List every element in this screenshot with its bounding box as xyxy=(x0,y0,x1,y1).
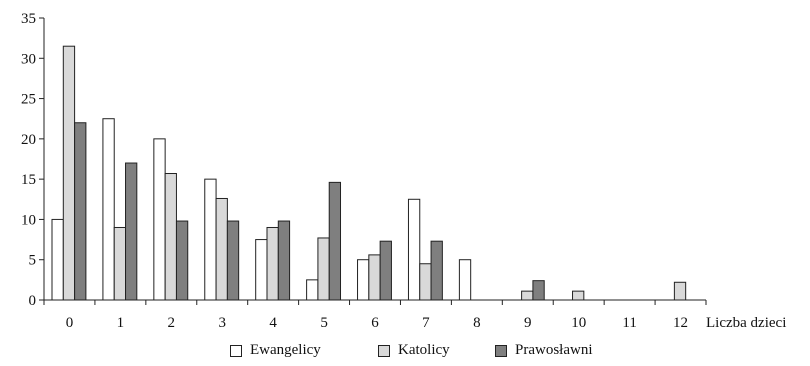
bar-katolicy-4 xyxy=(266,226,279,301)
x-axis: 0 1 2 3 4 5 6 7 8 9 10 11 12 xyxy=(43,299,707,331)
bar-katolicy-12 xyxy=(673,281,687,301)
x-tick-label: 5 xyxy=(320,315,328,331)
x-tick-label: 11 xyxy=(622,315,636,331)
bar-ewangelicy-0 xyxy=(51,218,64,301)
bar-katolicy-6 xyxy=(368,254,381,301)
x-tick-label: 3 xyxy=(218,315,226,331)
bar-ewangelicy-3 xyxy=(204,178,217,301)
y-tick-label: 15 xyxy=(21,172,36,188)
bar-ewangelicy-7 xyxy=(407,198,421,301)
x-tick-label: 10 xyxy=(571,315,586,331)
bar-prawosawni-0 xyxy=(74,122,87,301)
legend-item-ewangelicy: Ewangelicy xyxy=(230,342,321,359)
bar-katolicy-10 xyxy=(572,290,585,301)
bar-katolicy-0 xyxy=(62,45,76,301)
bar-prawosawni-1 xyxy=(125,162,138,301)
bar-prawosawni-6 xyxy=(379,240,392,301)
x-tick-label: 4 xyxy=(269,315,277,331)
bar-katolicy-2 xyxy=(164,173,177,301)
bar-prawosawni-7 xyxy=(430,240,443,301)
x-tick-label: 2 xyxy=(168,315,176,331)
legend-label-ewangelicy: Ewangelicy xyxy=(250,342,321,358)
legend: Ewangelicy Katolicy Prawosławni xyxy=(0,342,810,364)
y-tick-label: 25 xyxy=(21,92,36,108)
y-tick-label: 10 xyxy=(21,212,36,228)
x-tick-label: 1 xyxy=(117,315,125,331)
x-tick-label: 8 xyxy=(473,315,481,331)
bar-katolicy-5 xyxy=(317,237,330,301)
legend-swatch-katolicy xyxy=(378,344,390,357)
bar-prawosawni-2 xyxy=(175,220,189,301)
x-tick-label: 9 xyxy=(524,315,532,331)
x-axis-title: Liczba dzieci xyxy=(706,315,786,331)
bar-ewangelicy-5 xyxy=(306,279,319,301)
bar-ewangelicy-8 xyxy=(458,259,472,301)
bar-ewangelicy-6 xyxy=(357,259,370,301)
bar-katolicy-9 xyxy=(521,290,534,301)
bar-katolicy-7 xyxy=(419,263,432,301)
y-tick-label: 35 xyxy=(21,11,36,27)
bar-prawosawni-9 xyxy=(532,280,545,301)
legend-swatch-ewangelicy xyxy=(230,344,242,357)
bar-ewangelicy-2 xyxy=(153,138,166,301)
bar-ewangelicy-4 xyxy=(255,239,268,301)
legend-swatch-prawoslawni xyxy=(495,344,507,357)
x-tick-label: 0 xyxy=(66,315,74,331)
y-tick-label: 0 xyxy=(29,293,37,309)
bar-prawosawni-4 xyxy=(277,220,291,301)
bar-prawosawni-3 xyxy=(226,220,240,301)
y-tick-label: 30 xyxy=(21,51,36,67)
bars xyxy=(51,45,687,301)
legend-item-prawoslawni: Prawosławni xyxy=(495,342,593,359)
bar-prawosawni-5 xyxy=(328,181,342,301)
legend-label-prawoslawni: Prawosławni xyxy=(515,342,593,358)
y-tick-label: 5 xyxy=(29,253,37,269)
y-axis: 0 5 10 15 20 25 30 35 xyxy=(21,11,45,309)
legend-label-katolicy: Katolicy xyxy=(398,342,450,358)
bar-katolicy-1 xyxy=(113,226,127,301)
x-tick-label: 12 xyxy=(673,315,688,331)
y-tick-label: 20 xyxy=(21,132,36,148)
bar-katolicy-3 xyxy=(215,197,228,301)
bar-ewangelicy-1 xyxy=(102,118,115,301)
x-tick-label: 7 xyxy=(422,315,430,331)
legend-item-katolicy: Katolicy xyxy=(378,342,450,359)
x-tick-label: 6 xyxy=(371,315,379,331)
